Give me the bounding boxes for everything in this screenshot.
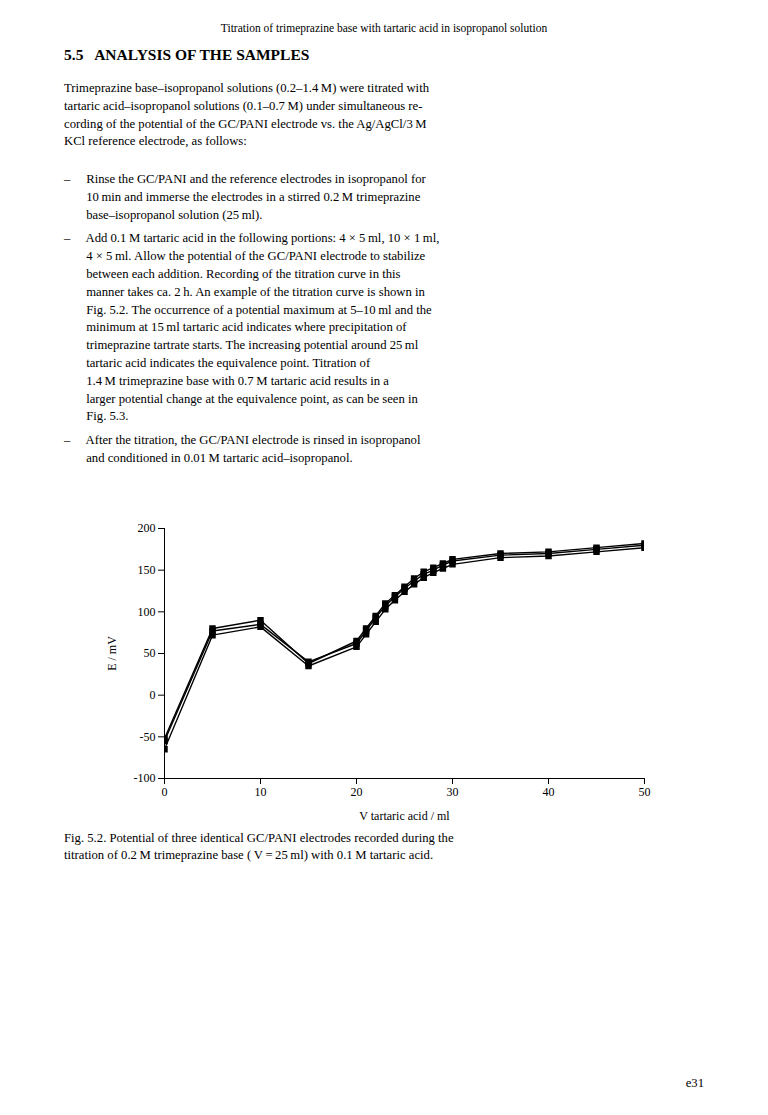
svg-text:E / mV: E / mV [105, 635, 119, 670]
svg-text:20: 20 [351, 785, 363, 799]
html-text:Fig. 5.2. Potential of three i: Fig. 5.2. Potential of three identical G… [64, 830, 454, 863]
svg-text:100: 100 [138, 604, 156, 618]
svg-text:30: 30 [447, 785, 459, 799]
html-text:Trimeprazine base–isopropanol: Trimeprazine base–isopropanol solutions … [64, 81, 429, 149]
svg-text:40: 40 [543, 785, 555, 799]
html-text:5.5 ANALYSIS OF THE SAMPLES: 5.5 ANALYSIS OF THE SAMPLES [64, 46, 310, 63]
svg-text:50: 50 [639, 785, 651, 799]
svg-text:-50: -50 [140, 729, 156, 743]
svg-text:150: 150 [138, 563, 156, 577]
html-text:– After the titration, the GC/: – After the titration, the GC/PANI elect… [64, 433, 421, 465]
svg-text:10: 10 [255, 785, 267, 799]
svg-text:200: 200 [138, 521, 156, 535]
svg-text:V tartaric acid / ml: V tartaric acid / ml [359, 808, 450, 822]
html-text:Titration of trimeprazine base: Titration of trimeprazine base with tart… [220, 22, 548, 34]
svg-text:50: 50 [144, 646, 156, 660]
html-text:– Add 0.1 M tartaric acid in t: – Add 0.1 M tartaric acid in the followi… [64, 231, 440, 424]
html-text:e31: e31 [685, 1076, 704, 1090]
html-text:– Rinse the GC/PANI and the re: – Rinse the GC/PANI and the reference el… [64, 172, 426, 222]
svg-text:0: 0 [150, 688, 156, 702]
svg-text:0: 0 [162, 785, 168, 799]
svg-text:-100: -100 [134, 771, 156, 785]
